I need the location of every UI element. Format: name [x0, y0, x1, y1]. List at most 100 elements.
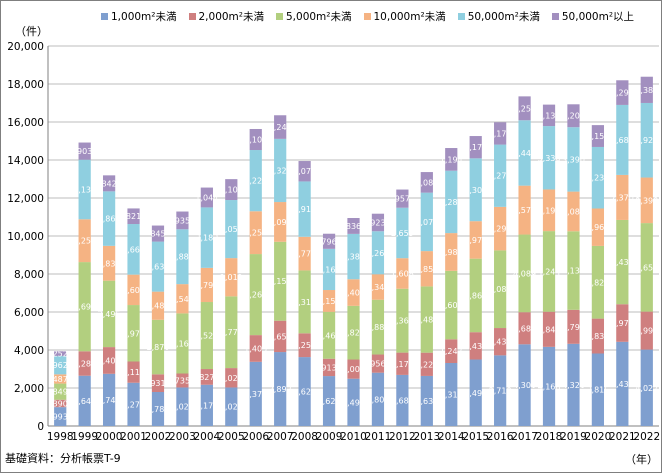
data-label-2004-s1: 827	[199, 373, 214, 382]
bar-2021-s5	[616, 80, 629, 105]
bar-2008-s5	[298, 161, 311, 182]
bar-2018-s1	[542, 311, 556, 347]
y-tick-label-9: 18,000	[7, 79, 44, 91]
legend-item-2: 5,000m²未満	[276, 9, 352, 24]
y-tick-label-0: 0	[37, 421, 44, 433]
bar-2004-s4	[200, 207, 213, 268]
bar-2021-s1	[616, 304, 629, 342]
bar-2000-s2	[102, 280, 116, 348]
bar-2008-s2	[298, 270, 311, 334]
data-label-2000-s3: 1,834	[98, 259, 121, 268]
data-label-2014-s1: 1,247	[440, 347, 463, 356]
data-label-2011-s3: 1,340	[366, 283, 389, 292]
data-label-2003-s1: 735	[175, 376, 190, 385]
data-label-2000-s0: 2,747	[98, 396, 121, 405]
data-label-1998-s5: 252	[53, 350, 68, 359]
x-tick-label-2003: 2003	[169, 431, 196, 443]
data-label-2019-s5: 1,205	[562, 112, 585, 121]
data-label-1998-s2: 849	[53, 388, 68, 397]
data-label-2009-s2: 2,466	[318, 331, 341, 340]
data-label-2022-s3: 2,398	[635, 196, 658, 205]
bar-2022-s3	[640, 177, 653, 224]
x-tick-label-2006: 2006	[242, 431, 269, 443]
data-label-2006-s3: 2,253	[244, 229, 267, 238]
legend-swatch-5	[551, 12, 559, 20]
data-label-2013-s0: 2,635	[415, 397, 438, 406]
bar-2015-s3	[469, 221, 482, 259]
legend-swatch-0	[101, 12, 108, 20]
x-axis-unit: （年）	[625, 453, 658, 466]
bar-2013-s5	[420, 172, 433, 193]
bar-2006-s0	[249, 361, 262, 426]
data-label-2022-s0: 4,022	[635, 384, 658, 393]
bar-2018-s2	[542, 231, 556, 312]
bar-2011-s0	[371, 372, 385, 426]
y-tick-label-3: 6,000	[14, 307, 44, 319]
data-label-2021-s2: 4,436	[611, 258, 634, 267]
data-label-2003-s5: 935	[175, 216, 190, 225]
data-label-2020-s0: 3,816	[586, 386, 609, 395]
data-label-2021-s1: 1,978	[611, 319, 634, 328]
data-label-2007-s4: 3,325	[269, 166, 292, 175]
bar-2002-s2	[151, 319, 165, 375]
bar-2012-s0	[396, 374, 409, 426]
legend-item-0: 1,000m²未満	[101, 9, 177, 24]
data-label-2018-s4: 3,336	[538, 154, 561, 163]
legend-item-1: 2,000m²未満	[188, 9, 264, 24]
bar-2005-s0	[225, 387, 238, 426]
data-label-2017-s3: 2,573	[513, 206, 536, 215]
bar-2014-s3	[445, 233, 458, 271]
bar-2021-s2	[616, 219, 629, 305]
data-label-2010-s2: 2,824	[342, 329, 365, 338]
bar-2008-s1	[298, 333, 311, 358]
bar-2016-s5	[494, 122, 507, 145]
x-tick-label-1999: 1999	[71, 431, 98, 443]
bar-2006-s2	[249, 254, 262, 336]
bar-2011-s3	[371, 274, 385, 300]
data-label-2004-s2: 3,527	[195, 332, 218, 341]
data-label-2019-s4: 3,390	[562, 155, 585, 164]
data-label-1998-s0: 993	[53, 413, 68, 422]
bar-2007-s1	[274, 320, 287, 353]
data-label-2011-s2: 2,884	[366, 323, 389, 332]
data-label-2014-s0: 3,316	[440, 390, 463, 399]
bar-2004-s2	[200, 302, 213, 370]
bar-2017-s1	[518, 312, 531, 345]
data-label-1999-s3: 2,253	[73, 237, 96, 246]
data-label-2019-s2: 4,133	[562, 267, 585, 276]
x-tick-label-2016: 2016	[487, 431, 514, 443]
data-label-2013-s5: 1,083	[415, 178, 438, 187]
bar-2011-s1	[371, 354, 385, 373]
data-label-2006-s4: 3,223	[244, 177, 267, 186]
y-tick-label-7: 14,000	[7, 155, 44, 167]
bar-1998-s4	[54, 356, 67, 375]
data-label-2015-s1: 1,439	[464, 342, 487, 351]
bar-1998-s3	[54, 374, 67, 384]
bar-2000-s0	[102, 373, 116, 426]
bar-2019-s5	[567, 104, 580, 128]
bar-2010-s1	[347, 359, 360, 379]
data-label-2016-s1: 1,438	[489, 338, 512, 347]
data-label-1999-s5: 903	[77, 147, 92, 156]
data-label-2013-s3: 1,858	[415, 265, 438, 274]
data-label-1999-s1: 1,287	[73, 359, 96, 368]
y-tick-label-2: 4,000	[14, 345, 44, 357]
data-label-2003-s4: 2,886	[171, 253, 194, 262]
data-label-2017-s4: 3,441	[513, 149, 536, 158]
y-axis-unit: （件）	[15, 25, 48, 38]
bar-2004-s1	[200, 369, 213, 385]
bar-2011-s5	[371, 213, 385, 232]
bar-2002-s4	[151, 241, 165, 292]
data-label-2020-s1: 1,836	[586, 332, 609, 341]
bar-2001-s3	[127, 274, 140, 306]
data-label-2016-s4: 3,277	[489, 172, 512, 181]
data-label-2002-s3: 1,482	[147, 302, 170, 311]
data-label-2004-s5: 1,044	[195, 193, 218, 202]
data-label-2008-s4: 2,913	[293, 205, 316, 214]
data-label-2008-s3: 1,771	[293, 250, 316, 259]
data-label-1998-s3: 487	[53, 375, 68, 384]
bar-2018-s3	[542, 189, 556, 232]
data-label-2000-s1: 1,406	[98, 356, 121, 365]
